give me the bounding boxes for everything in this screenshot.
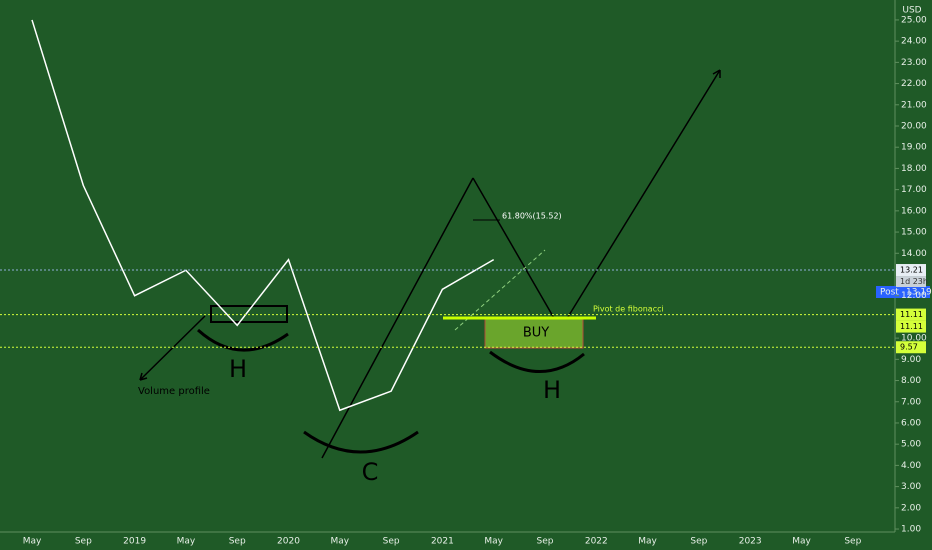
arrow bbox=[472, 177, 559, 326]
post-value: 13.19 bbox=[906, 288, 932, 298]
y-tick-label: 17.00 bbox=[901, 185, 927, 195]
annotation: Volume profile bbox=[138, 386, 210, 397]
level-label: 13.21 bbox=[900, 266, 923, 275]
annotation: H bbox=[543, 376, 561, 404]
x-tick-label: Sep bbox=[690, 537, 707, 547]
y-tick-label: 18.00 bbox=[901, 164, 927, 174]
y-tick-label: 22.00 bbox=[901, 79, 927, 89]
y-tick-label: 4.00 bbox=[901, 461, 921, 471]
level-box bbox=[896, 308, 926, 321]
x-tick-label: Sep bbox=[229, 537, 246, 547]
trend-line bbox=[454, 249, 546, 331]
y-tick-label: 23.00 bbox=[901, 58, 927, 68]
level-note: 1d 23h bbox=[900, 277, 928, 286]
y-tick-label: 1.00 bbox=[901, 525, 921, 535]
y-tick-label: 16.00 bbox=[901, 206, 927, 216]
x-tick-label: May bbox=[638, 537, 657, 547]
annotation: Pivot de fibonacci bbox=[593, 305, 664, 314]
curve bbox=[489, 350, 585, 373]
y-tick-label: 21.00 bbox=[901, 100, 927, 110]
x-tick-label: 2023 bbox=[739, 537, 762, 547]
x-tick-label: May bbox=[484, 537, 503, 547]
annotation: 61.80%(15.52) bbox=[502, 212, 562, 221]
curve bbox=[303, 430, 419, 454]
x-tick-label: 2022 bbox=[585, 537, 608, 547]
x-tick-label: 2019 bbox=[123, 537, 146, 547]
x-tick-label: Sep bbox=[844, 537, 861, 547]
y-tick-label: 9.00 bbox=[901, 355, 921, 365]
y-tick-label: 25.00 bbox=[901, 15, 927, 25]
level-box bbox=[896, 341, 926, 354]
x-tick-label: 2020 bbox=[277, 537, 300, 547]
x-tick-label: May bbox=[23, 537, 42, 547]
arrow bbox=[562, 69, 721, 326]
level-label: 9.57 bbox=[900, 343, 918, 352]
x-tick-label: 2021 bbox=[431, 537, 454, 547]
level-label: 11.11 bbox=[900, 322, 923, 331]
annotation: BUY bbox=[523, 326, 549, 341]
y-tick-label: 12.00 bbox=[901, 291, 927, 301]
box bbox=[210, 305, 288, 323]
x-tick-label: Sep bbox=[383, 537, 400, 547]
annotations bbox=[139, 69, 721, 459]
annotation: H bbox=[229, 355, 247, 383]
arrow bbox=[139, 315, 206, 381]
annotation: C bbox=[362, 458, 379, 486]
y-tick-label: 10.00 bbox=[901, 334, 927, 344]
x-tick-label: May bbox=[330, 537, 349, 547]
y-tick-label: 2.00 bbox=[901, 503, 921, 513]
y-tick-label: 8.00 bbox=[901, 376, 921, 386]
y-tick-label: 7.00 bbox=[901, 397, 921, 407]
post-label: Post bbox=[880, 288, 899, 298]
y-tick-label: 6.00 bbox=[901, 418, 921, 428]
price-line bbox=[31, 19, 495, 412]
y-tick-label: 20.00 bbox=[901, 122, 927, 132]
arrowhead bbox=[139, 372, 148, 381]
x-tick-label: May bbox=[792, 537, 811, 547]
level-box bbox=[896, 264, 926, 277]
x-tick-label: Sep bbox=[75, 537, 92, 547]
y-tick-label: 5.00 bbox=[901, 440, 921, 450]
x-tick-label: May bbox=[177, 537, 196, 547]
arrowhead bbox=[712, 69, 721, 78]
level-label: 11.11 bbox=[900, 310, 923, 319]
y-tick-label: 15.00 bbox=[901, 228, 927, 238]
level-box bbox=[896, 320, 926, 333]
curve bbox=[196, 328, 289, 352]
unit-label: USD bbox=[902, 6, 921, 16]
post-box bbox=[876, 286, 930, 298]
y-tick-label: 19.00 bbox=[901, 143, 927, 153]
line bbox=[321, 177, 474, 459]
x-tick-label: Sep bbox=[537, 537, 554, 547]
level-note-box bbox=[896, 276, 926, 288]
y-tick-label: 14.00 bbox=[901, 249, 927, 259]
y-tick-label: 24.00 bbox=[901, 37, 927, 47]
y-tick-label: 3.00 bbox=[901, 482, 921, 492]
